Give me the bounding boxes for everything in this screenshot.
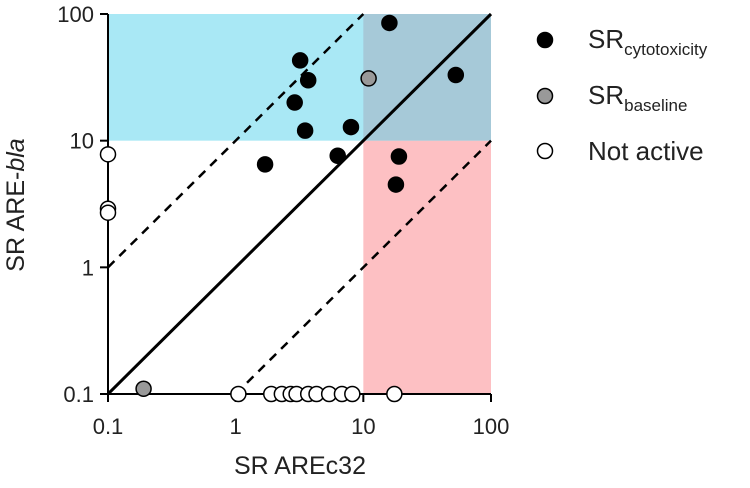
point-baseline [135,380,152,398]
x-tick-label: 0.1 [93,414,124,439]
point-not-active [99,204,117,221]
point-cytotoxicity [447,66,465,84]
point-cytotoxicity [342,118,360,136]
point-cytotoxicity [390,148,408,165]
legend-marker-cytotoxicity [536,31,554,49]
y-tick-label: 0.1 [63,382,94,407]
x-tick-label: 10 [351,414,375,439]
point-cytotoxicity [329,147,346,165]
point-not-active [386,385,403,403]
y-axis-title-italic: bla [2,138,30,171]
tenfold-lower-line [234,139,492,395]
data-points [99,14,465,403]
y-axis-title-prefix: SR ARE- [2,172,30,272]
x-tick-label: 1 [230,414,242,439]
legend-label-baseline: SRbaseline [588,80,687,115]
point-not-active [344,385,361,403]
point-cytotoxicity [381,14,398,32]
identity-line [106,12,493,396]
region-lower-right [363,140,491,394]
point-not-active [230,385,247,403]
legend-item-not-active: Not active [536,136,704,166]
x-tick-label: 100 [473,414,510,439]
legend-marker-baseline [536,87,554,105]
point-not-active [99,146,117,163]
legend-item-cytotoxicity: SRcytotoxicity [536,24,708,59]
legend-label-cytotoxicity-sub: cytotoxicity [624,40,708,59]
x-axis-title: SR AREc32 [234,452,366,480]
legend-label-cytotoxicity: SRcytotoxicity [588,24,708,59]
point-cytotoxicity [387,176,405,193]
point-cytotoxicity [299,71,317,89]
legend: SRcytotoxicity SRbaseline Not active [536,24,708,166]
legend-label-baseline-main: SR [588,80,624,110]
point-baseline [360,70,377,87]
legend-label-cytotoxicity-main: SR [588,24,624,54]
point-cytotoxicity [291,52,309,69]
legend-marker-not-active [536,142,554,160]
point-cytotoxicity [286,94,303,111]
y-tick-label: 100 [57,2,94,27]
tenfold-upper-line [107,13,365,269]
legend-label-baseline-sub: baseline [624,96,687,115]
legend-item-baseline: SRbaseline [536,80,687,115]
legend-label-not-active: Not active [588,136,704,166]
point-cytotoxicity [256,156,274,173]
y-axis-title: SR ARE-bla [2,138,30,271]
point-cytotoxicity [296,122,314,139]
y-tick-label: 10 [70,129,94,154]
reference-lines [106,12,493,396]
y-tick-label: 1 [82,255,94,280]
